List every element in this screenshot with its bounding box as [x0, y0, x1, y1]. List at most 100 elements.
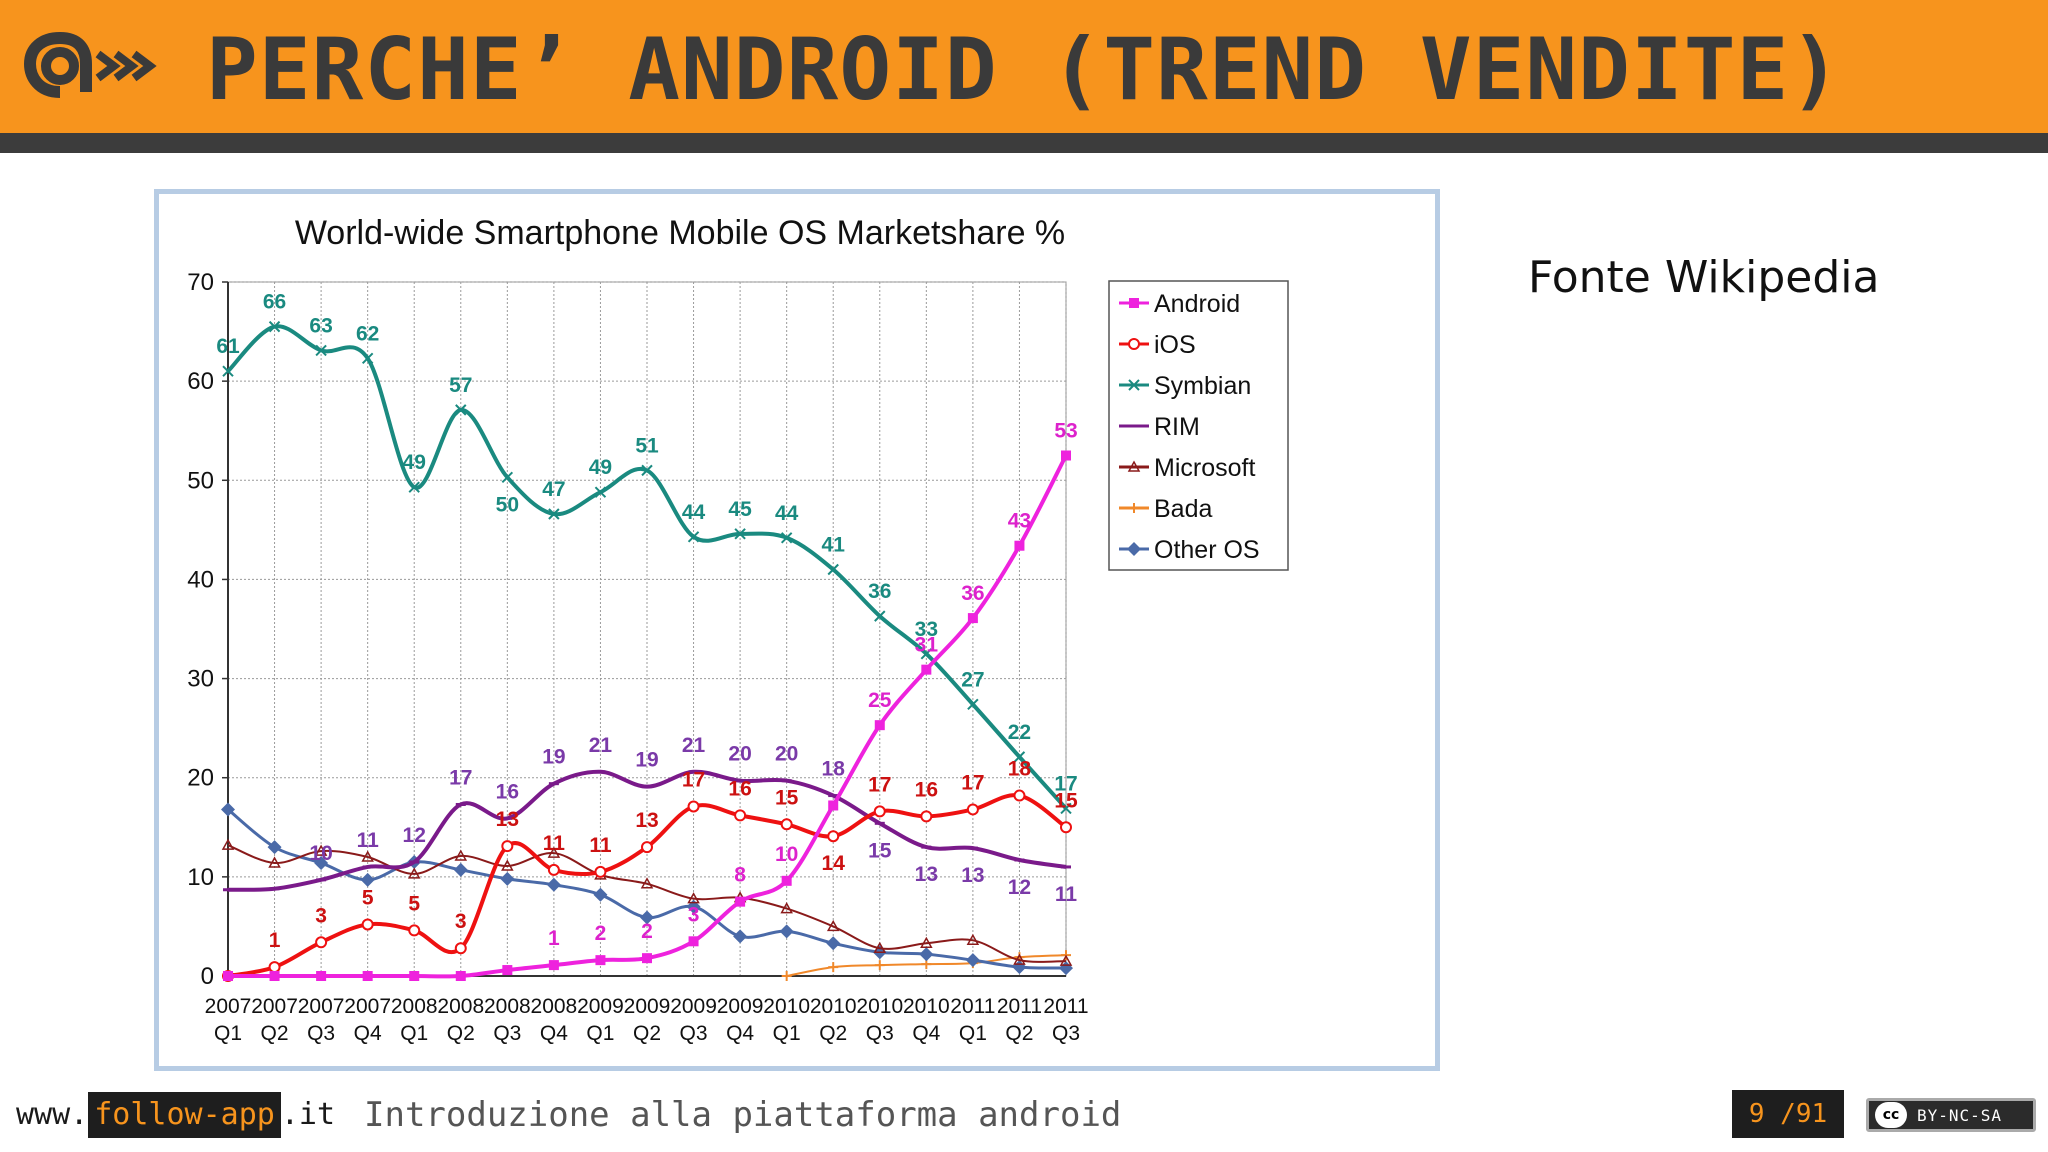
legend-marker-other-os	[1127, 542, 1141, 556]
x-tick-label-quarter: Q2	[261, 1022, 289, 1045]
data-label-symbian: 51	[635, 434, 659, 457]
legend-label-other-os: Other OS	[1154, 536, 1260, 564]
data-label-ios: 5	[362, 886, 374, 909]
data-point-symbian	[687, 531, 700, 543]
data-label-symbian: 66	[263, 291, 286, 314]
license-badge[interactable]: cc BY-NC-SA	[1866, 1098, 2036, 1132]
data-point-microsoft	[501, 859, 514, 871]
legend-marker-android	[1129, 298, 1139, 308]
y-tick-label: 10	[187, 864, 214, 891]
data-point-ios	[780, 818, 793, 831]
data-point-bada	[781, 971, 792, 981]
data-label-symbian: 33	[915, 618, 938, 641]
x-tick-label-quarter: Q3	[307, 1022, 335, 1045]
legend-marker-bada	[1129, 503, 1139, 513]
data-point-microsoft	[1013, 953, 1026, 965]
data-label-rim: 11	[1055, 883, 1078, 906]
data-point-ios	[641, 841, 653, 854]
legend-label-symbian: Symbian	[1154, 372, 1251, 400]
data-label-rim: 21	[682, 734, 706, 757]
data-label-ios: 11	[543, 832, 566, 855]
data-label-symbian: 50	[496, 493, 519, 516]
data-point-android	[781, 875, 792, 886]
site-prefix: www.	[16, 1097, 89, 1132]
data-point-ios	[966, 803, 979, 816]
data-point-android	[688, 936, 699, 947]
data-label-symbian: 45	[728, 498, 752, 521]
data-point-bada	[828, 962, 839, 973]
x-tick-label-year: 2007	[205, 995, 252, 1018]
data-label-rim: 13	[961, 864, 984, 887]
data-point-ios	[408, 924, 421, 937]
data-point-other-os	[314, 855, 329, 870]
data-label-android: 2	[641, 920, 653, 943]
data-point-ios	[920, 810, 933, 823]
x-tick-label-quarter: Q4	[912, 1022, 940, 1045]
header-bar	[0, 0, 2048, 133]
data-point-ios	[594, 865, 607, 878]
data-point-android	[595, 955, 606, 966]
x-tick-label-quarter: Q2	[633, 1022, 661, 1045]
header-divider	[0, 133, 2048, 153]
data-label-android: 3	[688, 903, 700, 926]
data-label-android: 25	[868, 689, 892, 712]
data-point-other-os	[221, 802, 235, 817]
data-point-other-os	[267, 840, 282, 855]
data-point-microsoft	[780, 902, 793, 914]
data-label-android: 2	[595, 922, 607, 945]
x-tick-label-quarter: Q1	[214, 1022, 242, 1045]
data-point-other-os	[453, 862, 468, 877]
x-tick-label-year: 2009	[577, 995, 624, 1018]
data-label-android: 8	[734, 864, 746, 887]
data-label-ios: 15	[775, 786, 799, 809]
data-label-ios: 16	[915, 778, 938, 801]
data-label-ios: 1	[269, 929, 281, 952]
x-tick-label-quarter: Q3	[493, 1022, 521, 1045]
x-tick-label-year: 2010	[810, 995, 857, 1018]
legend-label-bada: Bada	[1154, 495, 1212, 523]
data-point-symbian	[967, 698, 979, 711]
data-point-symbian	[222, 365, 234, 377]
data-label-rim: 10	[309, 842, 332, 865]
data-point-symbian	[1060, 802, 1072, 815]
y-tick-label: 60	[187, 368, 214, 395]
data-label-rim: 16	[496, 780, 519, 803]
data-point-android	[269, 971, 280, 981]
legend-label-android: Android	[1154, 290, 1240, 318]
data-label-ios: 11	[589, 834, 612, 857]
data-label-rim: 12	[403, 824, 426, 847]
data-point-symbian	[268, 320, 281, 333]
data-point-other-os	[593, 887, 608, 902]
data-point-ios	[734, 809, 747, 822]
data-point-symbian	[641, 464, 653, 477]
footer-site-link[interactable]: www. follow-app .it	[16, 1092, 335, 1138]
data-label-symbian: 62	[356, 322, 379, 345]
data-label-rim: 13	[915, 863, 938, 886]
y-tick-label: 0	[201, 963, 214, 990]
data-label-ios: 15	[1054, 789, 1078, 812]
legend-marker-microsoft	[1127, 460, 1141, 472]
data-point-microsoft	[407, 867, 421, 879]
data-label-rim: 11	[357, 829, 380, 852]
x-tick-label-year: 2010	[856, 995, 903, 1018]
x-tick-label-quarter: Q2	[447, 1022, 475, 1045]
data-label-ios: 13	[496, 808, 519, 831]
data-label-ios: 17	[682, 768, 705, 791]
y-tick-label: 20	[187, 765, 214, 792]
data-point-symbian	[594, 486, 607, 498]
data-label-symbian: 44	[682, 501, 706, 524]
data-point-android	[455, 971, 466, 981]
data-point-android	[502, 965, 513, 976]
data-label-symbian: 36	[868, 580, 891, 603]
data-point-android	[642, 953, 652, 964]
data-point-android	[735, 896, 746, 907]
x-tick-label-quarter: Q3	[866, 1022, 894, 1045]
x-tick-label-quarter: Q4	[354, 1022, 382, 1045]
data-label-ios: 3	[315, 904, 327, 927]
data-point-android	[316, 971, 327, 981]
x-tick-label-year: 2007	[298, 995, 345, 1018]
data-point-symbian	[501, 471, 514, 484]
x-tick-label-year: 2011	[997, 995, 1042, 1018]
site-brand: follow-app	[88, 1092, 281, 1138]
data-label-rim: 19	[542, 746, 565, 769]
